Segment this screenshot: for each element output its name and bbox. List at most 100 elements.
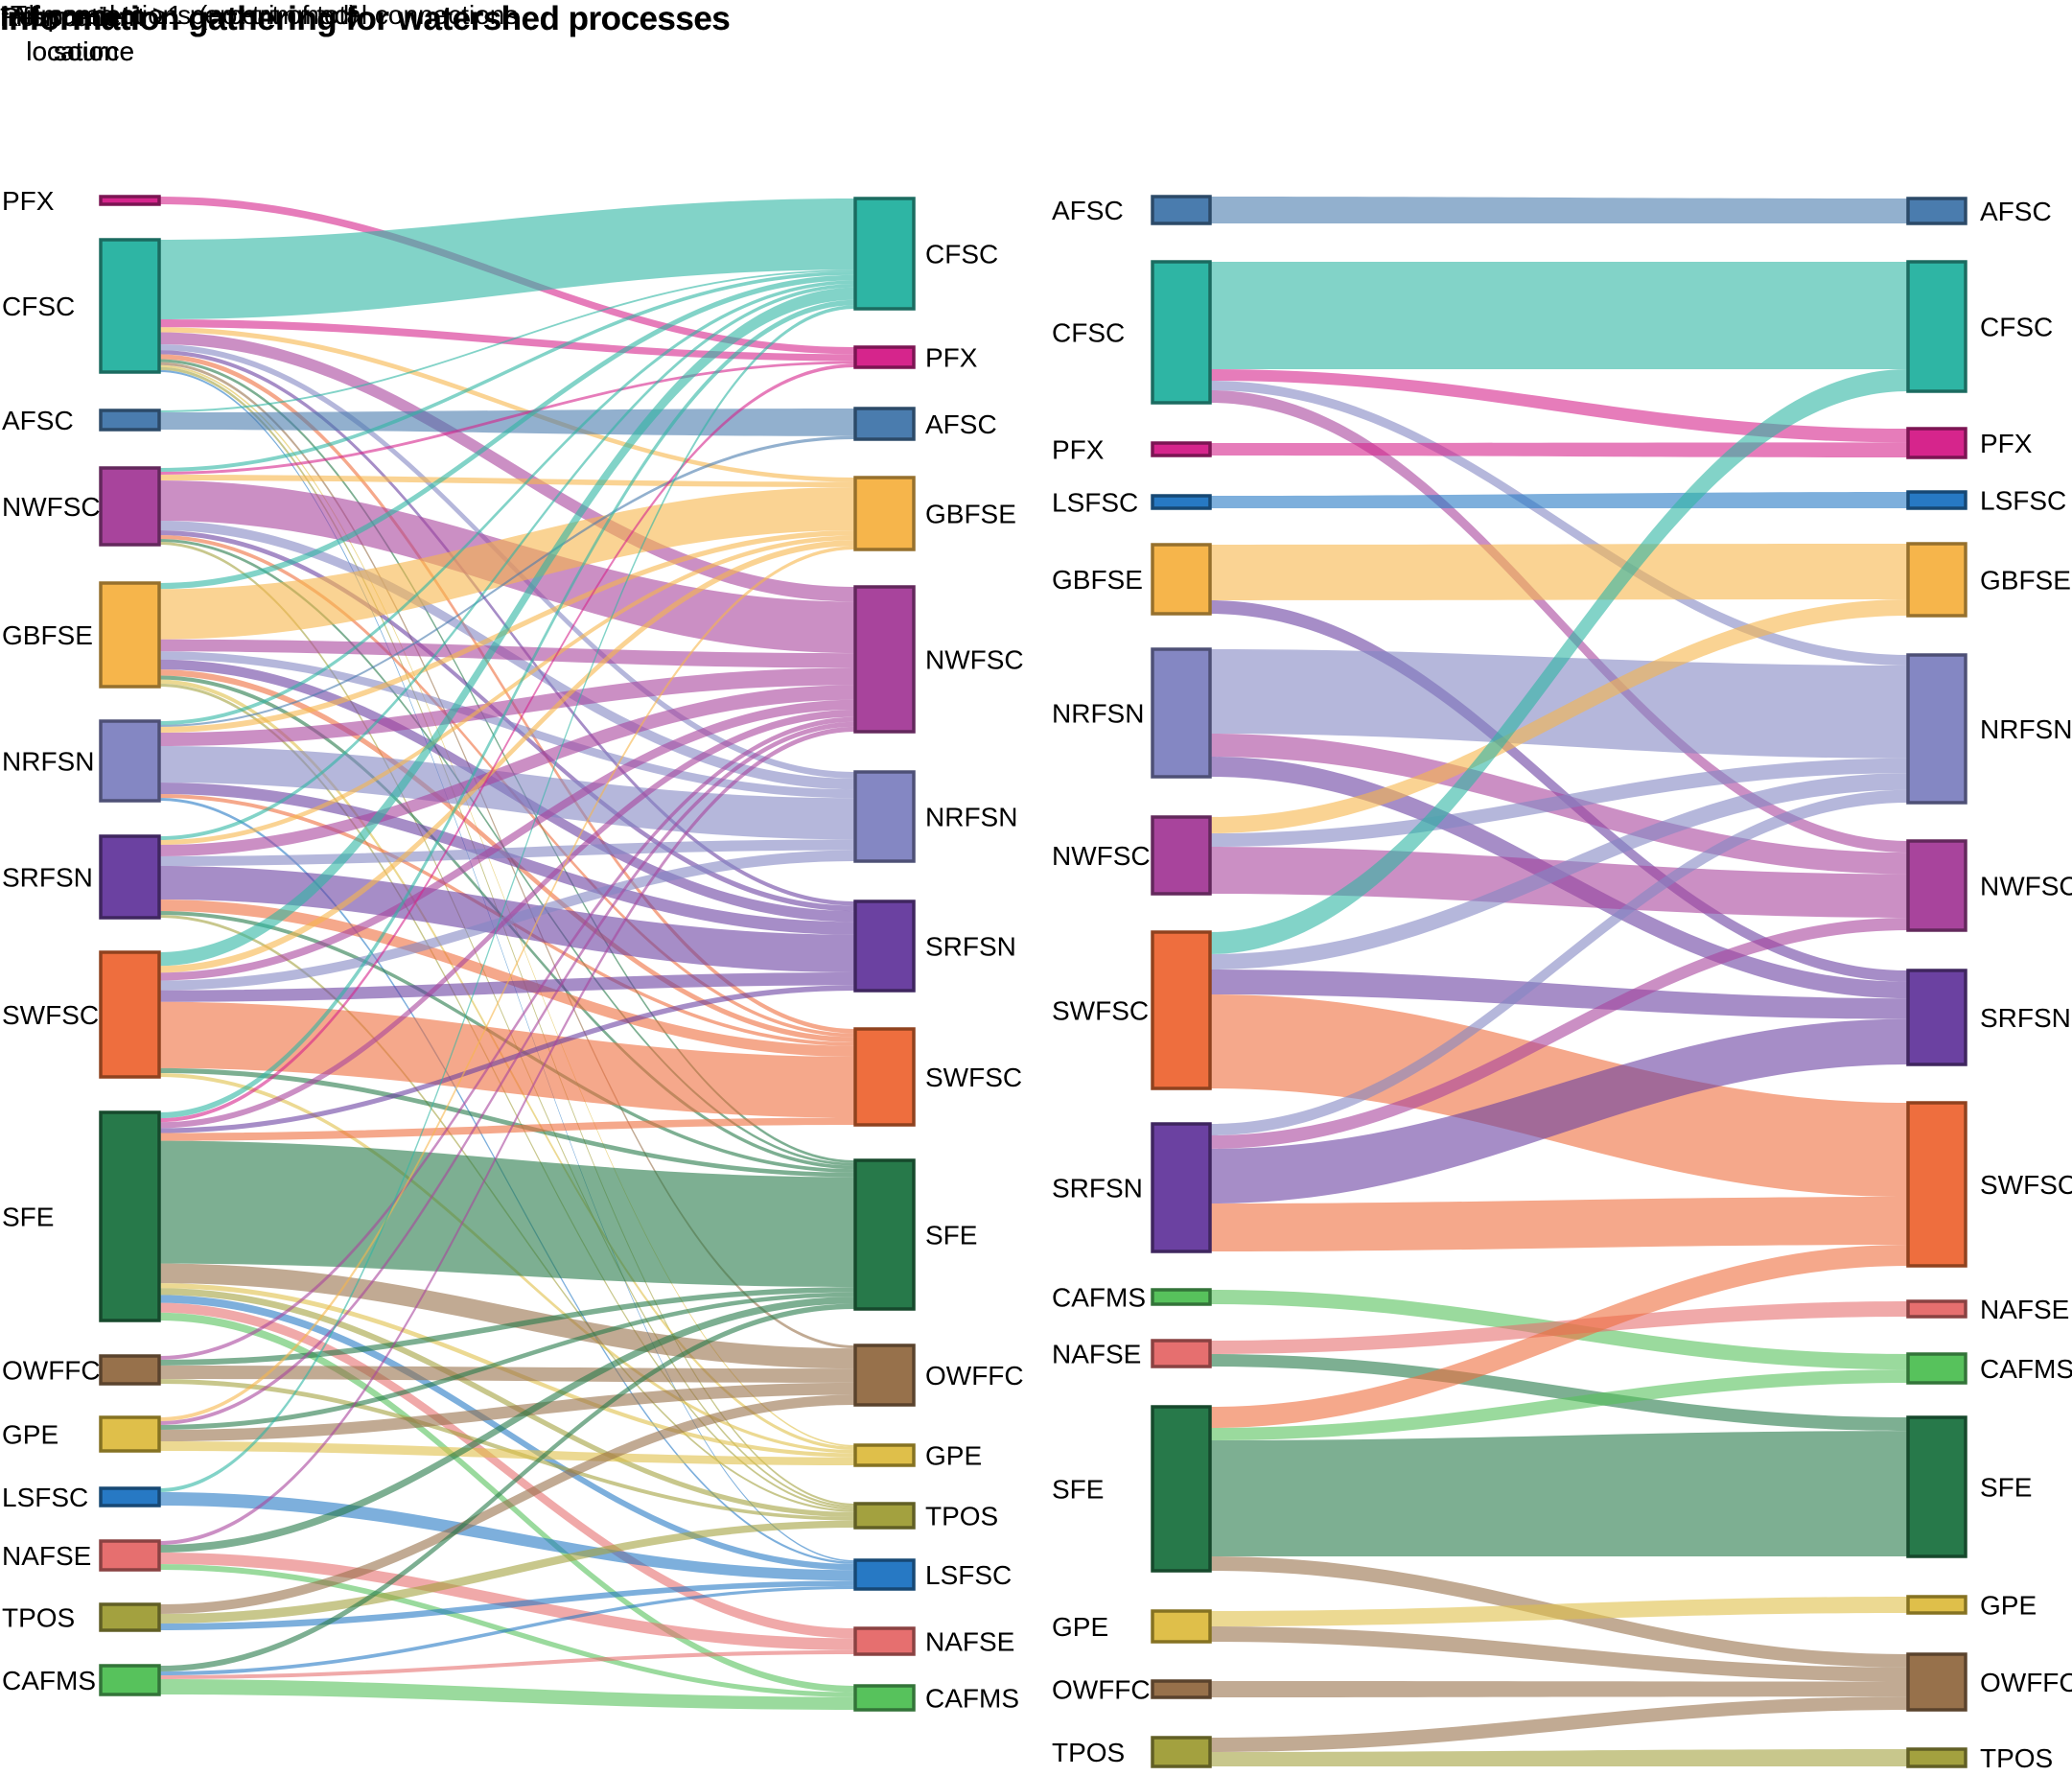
- d2-source-node-LSFSC: [1151, 494, 1212, 510]
- d2-target-node-GBFSE: [1906, 542, 1967, 618]
- d2-source-node-CAFMS: [1151, 1288, 1212, 1306]
- flow-SRFSN-to-CFSC: [159, 284, 855, 841]
- flow-CFSC-to-NRFSN: [1210, 381, 1908, 666]
- flow-SRFSN-to-SRFSN: [1210, 1018, 1908, 1203]
- d2-target-node-label-AFSC: AFSC: [1980, 197, 2052, 226]
- right-diagram-left-column-header: Respondent location: [0, 0, 145, 69]
- d1-target-node-label-SFE: SFE: [925, 1221, 977, 1250]
- d1-target-node-label-GPE: GPE: [925, 1441, 982, 1471]
- d2-source-node-label-SRFSN: SRFSN: [1052, 1174, 1143, 1203]
- flow-NWFSC-to-CFSC: [159, 271, 855, 472]
- d2-source-node-label-GPE: GPE: [1052, 1612, 1108, 1642]
- flow-SRFSN-to-NWFSC: [159, 685, 855, 856]
- respondent-location-header-line1: Respondent: [0, 2, 146, 32]
- d2-target-node-label-NAFSE: NAFSE: [1980, 1295, 2069, 1324]
- flow-SFE-to-CAFMS: [1210, 1369, 1908, 1440]
- d1-source-node-OWFFC: [99, 1354, 161, 1386]
- d1-source-node-label-GPE: GPE: [2, 1420, 58, 1450]
- flow-SRFSN-to-NRFSN: [159, 839, 855, 866]
- d2-target-node-SFE: [1906, 1415, 1967, 1558]
- respondent-location-header-line2: location: [26, 36, 119, 66]
- d2-source-node-label-SFE: SFE: [1052, 1475, 1104, 1505]
- flow-NRFSN-to-NRFSN: [159, 746, 855, 840]
- flow-GPE-to-SFE: [159, 1292, 855, 1430]
- d1-source-node-SFE: [99, 1110, 161, 1322]
- d2-target-node-label-TPOS: TPOS: [1980, 1743, 2053, 1773]
- d2-source-node-label-NRFSN: NRFSN: [1052, 699, 1144, 729]
- d2-source-node-TPOS: [1151, 1736, 1212, 1768]
- d2-source-node-CFSC: [1151, 260, 1212, 405]
- d2-source-node-label-NWFSC: NWFSC: [1052, 841, 1151, 871]
- flow-AFSC-to-AFSC: [1210, 197, 1908, 223]
- left-diagram-right-column-header: Information source: [0, 0, 134, 69]
- d2-source-node-label-NAFSE: NAFSE: [1052, 1340, 1141, 1369]
- flow-SWFSC-to-SFE: [159, 1067, 855, 1178]
- flow-CAFMS-to-CAFMS: [159, 1679, 855, 1710]
- flow-CFSC-to-CFSC: [1210, 262, 1908, 369]
- d1-target-node-GBFSE: [853, 476, 916, 551]
- d2-target-node-label-NRFSN: NRFSN: [1980, 714, 2072, 744]
- d1-target-node-label-SRFSN: SRFSN: [925, 932, 1016, 962]
- flow-CFSC-to-SFE: [159, 359, 855, 1163]
- d2-target-node-label-NWFSC: NWFSC: [1980, 872, 2072, 901]
- flow-NWFSC-to-GBFSE: [1210, 599, 1908, 833]
- d1-target-node-NWFSC: [853, 585, 916, 734]
- d2-source-node-label-PFX: PFX: [1052, 435, 1105, 465]
- flow-SWFSC-to-NWFSC: [159, 699, 855, 981]
- flow-OWFFC-to-NWFSC: [159, 716, 855, 1360]
- d1-source-node-LSFSC: [99, 1486, 161, 1507]
- d1-target-node-GPE: [853, 1443, 916, 1467]
- d2-target-node-label-SFE: SFE: [1980, 1473, 2032, 1503]
- d2-source-node-NRFSN: [1151, 647, 1212, 779]
- flow-SWFSC-to-NRFSN: [1210, 773, 1908, 970]
- flow-CFSC-to-CFSC: [159, 199, 855, 320]
- flow-GPE-to-OWFFC: [1210, 1626, 1908, 1682]
- d1-source-node-label-CFSC: CFSC: [2, 292, 75, 321]
- flow-OWFFC-to-OWFFC: [1210, 1681, 1908, 1697]
- d2-target-node-LSFSC: [1906, 490, 1967, 510]
- flow-CFSC-to-NWFSC: [1210, 390, 1908, 853]
- d1-target-node-label-GBFSE: GBFSE: [925, 500, 1016, 529]
- d1-target-node-NRFSN: [853, 770, 916, 863]
- d2-source-node-GBFSE: [1151, 543, 1212, 616]
- flow-SRFSN-to-SWFSC: [1210, 1197, 1908, 1251]
- right-diagram-title: Information gathering for watershed proc…: [0, 0, 731, 37]
- d1-target-node-CAFMS: [853, 1684, 916, 1712]
- flow-GBFSE-to-NRFSN: [159, 651, 855, 799]
- d1-source-node-label-AFSC: AFSC: [2, 406, 74, 435]
- d1-source-node-CAFMS: [99, 1664, 161, 1696]
- information-source-header-line2: source: [54, 36, 135, 66]
- d2-target-node-label-PFX: PFX: [1980, 429, 2033, 458]
- d2-source-node-SWFSC: [1151, 930, 1212, 1090]
- d1-target-node-LSFSC: [853, 1558, 916, 1591]
- d1-source-node-label-SWFSC: SWFSC: [2, 1000, 99, 1030]
- flow-SFE-to-TPOS: [159, 1288, 855, 1517]
- flow-GPE-to-NWFSC: [159, 721, 855, 1425]
- flow-TPOS-to-OWFFC: [159, 1394, 855, 1614]
- flow-SWFSC-to-CFSC: [1210, 369, 1908, 954]
- d2-source-node-label-TPOS: TPOS: [1052, 1738, 1125, 1767]
- d1-source-node-GPE: [99, 1415, 161, 1453]
- d2-source-node-NAFSE: [1151, 1339, 1212, 1368]
- flow-CFSC-to-GBFSE: [159, 327, 855, 482]
- flow-CAFMS-to-SFE: [159, 1303, 855, 1671]
- d1-target-node-label-AFSC: AFSC: [925, 409, 997, 439]
- d1-target-node-label-PFX: PFX: [925, 343, 978, 373]
- right-sankey: AFSC CFSC PFX LSFSC GBFSE NRFSN NWFSC SWFSC SRFS…: [1052, 195, 2072, 1773]
- d1-source-node-GBFSE: [99, 581, 161, 689]
- d1-target-node-label-OWFFC: OWFFC: [925, 1361, 1024, 1390]
- flow-NWFSC-to-NRFSN: [1210, 758, 1908, 847]
- flow-SFE-to-SFE: [159, 1140, 855, 1288]
- d2-target-node-label-SRFSN: SRFSN: [1980, 1003, 2071, 1033]
- d1-source-node-NRFSN: [99, 719, 161, 803]
- d2-source-node-label-OWFFC: OWFFC: [1052, 1675, 1151, 1705]
- d1-source-node-NAFSE: [99, 1539, 161, 1572]
- flow-LSFSC-to-CFSC: [159, 305, 855, 1493]
- flow-NAFSE-to-SFE: [1210, 1354, 1908, 1432]
- d2-source-node-label-SWFSC: SWFSC: [1052, 996, 1149, 1026]
- flow-LSFSC-to-LSFSC: [1210, 492, 1908, 508]
- d1-target-node-label-NAFSE: NAFSE: [925, 1627, 1014, 1657]
- d2-source-node-NWFSC: [1151, 815, 1212, 896]
